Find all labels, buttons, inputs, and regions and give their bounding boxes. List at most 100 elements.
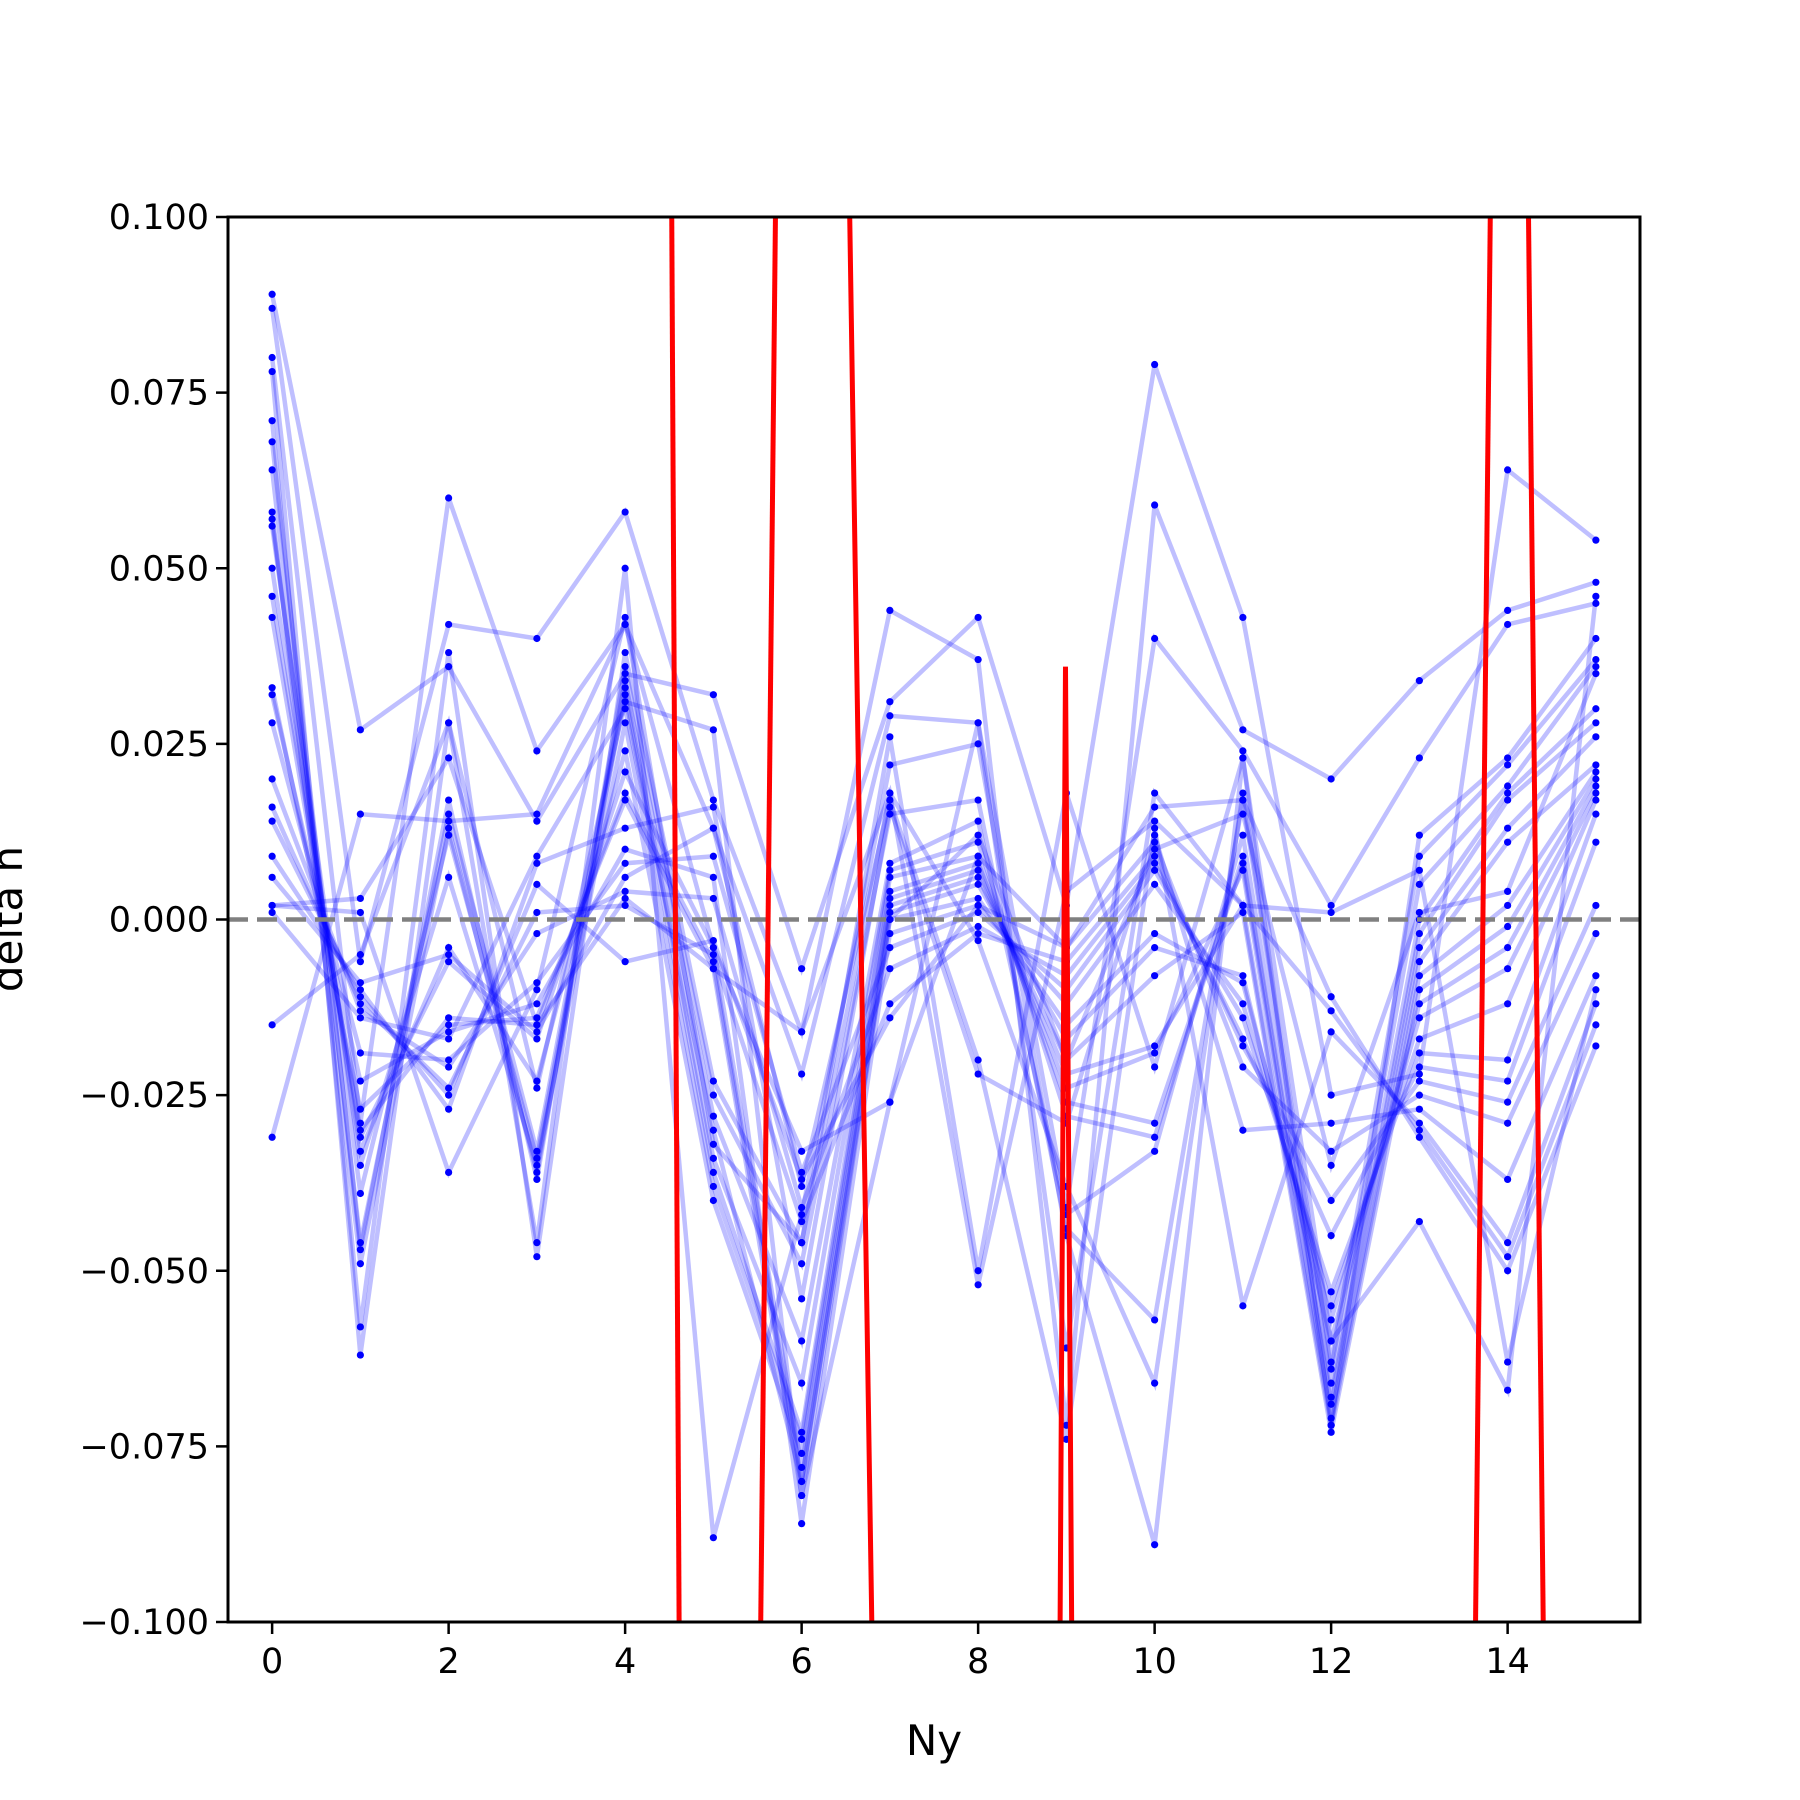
data-point-21-6 xyxy=(798,1182,806,1191)
data-point-13-11 xyxy=(1239,972,1247,980)
data-point-8-13 xyxy=(1415,929,1423,938)
data-point-5-1 xyxy=(356,1323,364,1331)
data-point-1-6 xyxy=(798,965,806,973)
data-point-16-0 xyxy=(268,719,276,727)
data-point-6-2 xyxy=(445,796,453,804)
data-point-13-13 xyxy=(1415,1000,1423,1008)
data-point-8-5 xyxy=(709,1154,717,1162)
data-point-13-2 xyxy=(445,1014,453,1022)
data-point-6-5 xyxy=(709,1091,717,1099)
data-point-6-7 xyxy=(886,810,894,818)
data-point-17-10 xyxy=(1151,859,1159,867)
data-point-19-1 xyxy=(356,993,364,1001)
data-point-10-3 xyxy=(533,1161,541,1169)
data-point-15-6 xyxy=(798,1520,806,1528)
data-point-26-7 xyxy=(886,915,894,924)
data-point-12-7 xyxy=(886,901,894,910)
data-point-24-0 xyxy=(268,1133,276,1141)
data-point-24-15 xyxy=(1592,986,1600,994)
data-point-19-10 xyxy=(1151,838,1159,846)
data-point-17-7 xyxy=(886,965,894,973)
data-point-13-1 xyxy=(356,1126,364,1134)
data-point-25-11 xyxy=(1239,754,1247,762)
data-point-14-2 xyxy=(445,1021,453,1029)
data-point-21-13 xyxy=(1415,1119,1423,1127)
data-point-11-10 xyxy=(1151,1042,1159,1050)
data-point-5-13 xyxy=(1415,852,1423,860)
data-point-22-13 xyxy=(1415,1126,1423,1134)
data-point-10-5 xyxy=(709,1182,717,1191)
data-point-6-0 xyxy=(268,438,276,446)
series-line-17 xyxy=(270,778,1598,1241)
data-point-8-6 xyxy=(798,1379,806,1387)
data-point-17-12 xyxy=(1327,1232,1335,1240)
data-point-20-13 xyxy=(1415,1105,1423,1113)
data-point-16-8 xyxy=(974,908,982,917)
data-point-17-1 xyxy=(356,1007,364,1015)
data-point-23-1 xyxy=(356,951,364,959)
data-point-10-12 xyxy=(1327,1414,1335,1422)
data-point-23-5 xyxy=(709,726,717,734)
data-point-16-3 xyxy=(533,979,541,987)
data-point-10-13 xyxy=(1415,958,1423,966)
data-point-23-12 xyxy=(1327,993,1335,1001)
data-point-18-13 xyxy=(1415,1077,1423,1085)
y-tick-label: 0.000 xyxy=(109,901,209,941)
data-point-7-8 xyxy=(974,817,982,825)
data-point-4-14 xyxy=(1504,754,1512,762)
data-point-19-5 xyxy=(709,936,717,945)
data-point-12-10 xyxy=(1151,972,1159,980)
data-point-3-2 xyxy=(445,494,453,502)
data-point-4-4 xyxy=(621,564,629,572)
data-point-5-3 xyxy=(533,1253,541,1261)
data-point-3-15 xyxy=(1592,599,1600,607)
data-point-26-6 xyxy=(798,1477,806,1486)
data-point-9-15 xyxy=(1592,733,1600,741)
data-point-17-11 xyxy=(1239,1035,1247,1043)
data-point-24-7 xyxy=(886,1098,894,1106)
x-tick-label: 8 xyxy=(967,1642,989,1682)
data-point-3-11 xyxy=(1239,747,1247,755)
data-point-25-10 xyxy=(1151,1063,1159,1071)
data-point-16-11 xyxy=(1239,1014,1247,1022)
data-point-8-2 xyxy=(445,824,453,832)
data-point-22-3 xyxy=(533,1021,541,1029)
series-line-19 xyxy=(270,820,1598,1185)
data-point-23-0 xyxy=(268,1021,276,1029)
data-point-24-11 xyxy=(1239,901,1247,910)
data-point-24-10 xyxy=(1151,789,1159,797)
data-point-26-8 xyxy=(974,831,982,839)
data-point-9-13 xyxy=(1415,944,1423,952)
data-point-2-7 xyxy=(886,606,894,615)
series-line-12 xyxy=(269,595,1598,1468)
data-point-2-13 xyxy=(1415,677,1423,685)
data-point-14-10 xyxy=(1151,929,1159,938)
data-point-9-5 xyxy=(709,1168,717,1176)
data-point-15-7 xyxy=(886,929,894,938)
data-point-8-15 xyxy=(1592,719,1600,727)
data-point-11-15 xyxy=(1592,768,1600,776)
data-point-14-15 xyxy=(1592,789,1600,797)
data-point-5-10 xyxy=(1151,1379,1159,1387)
data-point-25-8 xyxy=(974,1267,982,1275)
data-point-11-0 xyxy=(268,564,276,572)
data-point-4-10 xyxy=(1151,1541,1159,1549)
data-point-17-4 xyxy=(621,887,629,896)
data-point-12-6 xyxy=(798,1463,806,1472)
data-point-5-15 xyxy=(1592,655,1600,664)
data-point-16-15 xyxy=(1592,810,1600,818)
highlight-segment-5 xyxy=(1473,217,1493,1622)
data-point-16-13 xyxy=(1415,1049,1423,1057)
data-point-1-0 xyxy=(268,290,276,298)
x-tick-label: 6 xyxy=(790,1642,812,1682)
data-point-15-4 xyxy=(621,845,629,853)
x-tick-label: 12 xyxy=(1309,1642,1354,1682)
data-point-13-10 xyxy=(1151,944,1159,952)
data-point-16-4 xyxy=(621,859,629,867)
data-point-26-11 xyxy=(1239,810,1247,818)
data-point-8-12 xyxy=(1327,1393,1335,1401)
data-point-19-4 xyxy=(621,958,629,966)
data-point-22-10 xyxy=(1151,817,1159,825)
x-tick-label: 14 xyxy=(1485,1642,1530,1682)
data-point-12-12 xyxy=(1327,1428,1335,1436)
